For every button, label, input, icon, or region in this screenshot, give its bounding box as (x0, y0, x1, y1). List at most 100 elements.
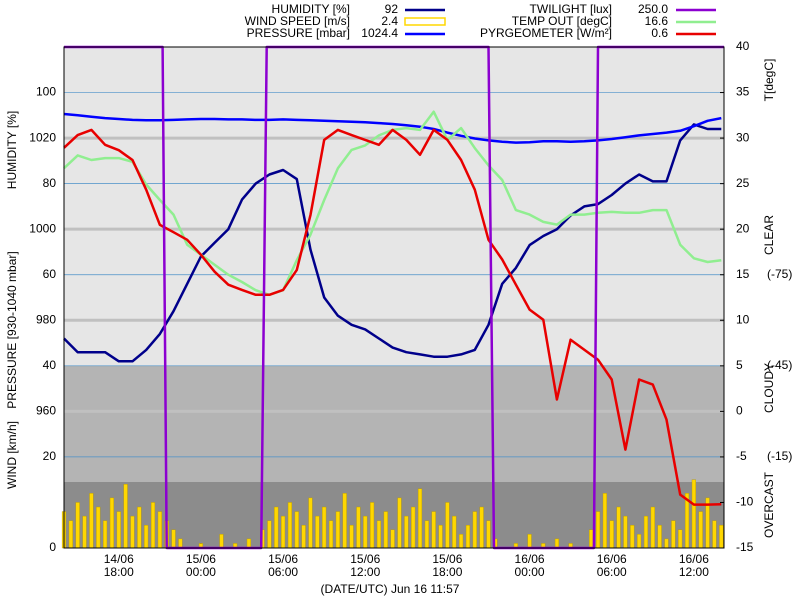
wind-bar (376, 520, 382, 549)
series-line (63, 112, 722, 144)
legend-label: TWILIGHT [lux] (530, 2, 612, 16)
y2-tick-label: 20 (736, 221, 750, 235)
wind-bar (472, 511, 477, 549)
wind-bar (459, 534, 464, 549)
wind-bar (595, 511, 601, 549)
y-tick-label: 40 (43, 358, 57, 372)
y-tick-label: 20 (43, 449, 57, 463)
y2-tick-label: -5 (736, 449, 747, 463)
y2-tick-label: -15 (736, 540, 754, 554)
y-axis-title: HUMIDITY [%] (5, 111, 19, 189)
zone-label: CLOUDY (762, 363, 776, 413)
y2-tick-label: 25 (736, 176, 750, 190)
wind-bar (397, 497, 402, 549)
wind-bar (698, 511, 703, 549)
wind-bar (479, 506, 484, 549)
wind-bar (671, 520, 676, 549)
legend-label: WIND SPEED [m/s] (245, 14, 350, 28)
wind-bar (370, 502, 375, 549)
plot-frame (63, 46, 725, 549)
wind-bar (308, 497, 313, 549)
wind-bar (630, 525, 635, 549)
wind-bar (664, 538, 669, 549)
wind-bar (678, 529, 683, 549)
wind-bar (281, 515, 286, 549)
y3-tick-label: 1000 (29, 221, 56, 235)
legend-label: TEMP OUT [degC] (512, 14, 612, 28)
wind-bar (287, 502, 293, 549)
wind-bar (417, 488, 423, 549)
legend-value: 16.6 (645, 14, 669, 28)
wind-bar (68, 520, 73, 549)
legend-label: PYRGEOMETER [W/m²] (480, 26, 612, 40)
wind-bar (465, 525, 471, 549)
wind-bar (178, 538, 183, 549)
x-tick-label: 15/06 18:00 (432, 552, 462, 579)
y4-tick-label: (-45) (767, 358, 792, 372)
wind-bar (116, 511, 121, 549)
legend-value: 250.0 (638, 2, 668, 16)
wind-bar (219, 534, 224, 549)
wind-bar (109, 497, 115, 549)
y3-tick-label: 980 (36, 312, 56, 326)
y2-tick-label: 30 (736, 130, 750, 144)
x-tick-label: 16/06 00:00 (515, 552, 545, 579)
legend-label: HUMIDITY [%] (272, 2, 350, 16)
x-tick-label: 16/06 12:00 (679, 552, 709, 579)
y-tick-label: 100 (36, 85, 56, 99)
y2-tick-label: 15 (736, 267, 750, 281)
y2-tick-label: 10 (736, 312, 750, 326)
zone-label: OVERCAST (762, 471, 776, 538)
wind-bar (554, 538, 560, 549)
legend-value: 2.4 (381, 14, 398, 28)
wind-bar (89, 493, 94, 549)
wind-bar (623, 515, 628, 549)
y-tick-label: 0 (49, 540, 56, 554)
wind-bar (431, 511, 436, 549)
wind-bar (150, 502, 156, 549)
wind-bar (144, 525, 149, 549)
wind-bar (712, 520, 717, 549)
wind-bar (356, 506, 361, 549)
wind-bar (719, 525, 724, 549)
y2-tick-label: -10 (736, 495, 754, 509)
y3-tick-label: 1020 (29, 130, 56, 144)
wind-bar (322, 506, 327, 549)
wind-bar (691, 479, 696, 549)
legend-value: 92 (385, 2, 399, 16)
x-tick-label: 15/06 06:00 (268, 552, 298, 579)
y-tick-label: 80 (43, 176, 57, 190)
wind-bar (411, 506, 416, 549)
marks (61, 45, 724, 550)
wind-bar (527, 534, 532, 549)
wind-bar (438, 525, 443, 549)
wind-axis-title: WIND [km/h] (5, 421, 19, 489)
wind-bar (274, 506, 279, 549)
y-tick-label: 60 (43, 267, 57, 281)
wind-bar (383, 511, 388, 549)
wind-bar (650, 506, 655, 549)
x-axis-title: (DATE/UTC) Jun 16 11:57 (321, 582, 460, 596)
wind-bar (452, 515, 457, 549)
wind-bar (137, 506, 142, 549)
wind-bar (602, 493, 607, 549)
wind-bar (349, 525, 354, 549)
y4-tick-label: (-75) (767, 267, 792, 281)
wind-bar (294, 511, 299, 549)
wind-bar (424, 520, 429, 549)
x-tick-label: 15/06 00:00 (186, 552, 216, 579)
y2-tick-label: 40 (736, 39, 750, 53)
wind-bar (123, 484, 128, 549)
wind-bar (589, 529, 594, 549)
wind-bar (130, 515, 135, 549)
wind-bar (637, 534, 642, 549)
wind-bar (390, 529, 395, 549)
series-line (63, 128, 722, 506)
zone-label: CLEAR (762, 215, 776, 255)
wind-bar (363, 515, 368, 549)
legend-value: 0.6 (651, 26, 668, 40)
series-line (63, 123, 722, 363)
y3-tick-label: 960 (36, 404, 56, 418)
wind-bar (301, 525, 306, 549)
wind-bar (82, 515, 87, 549)
